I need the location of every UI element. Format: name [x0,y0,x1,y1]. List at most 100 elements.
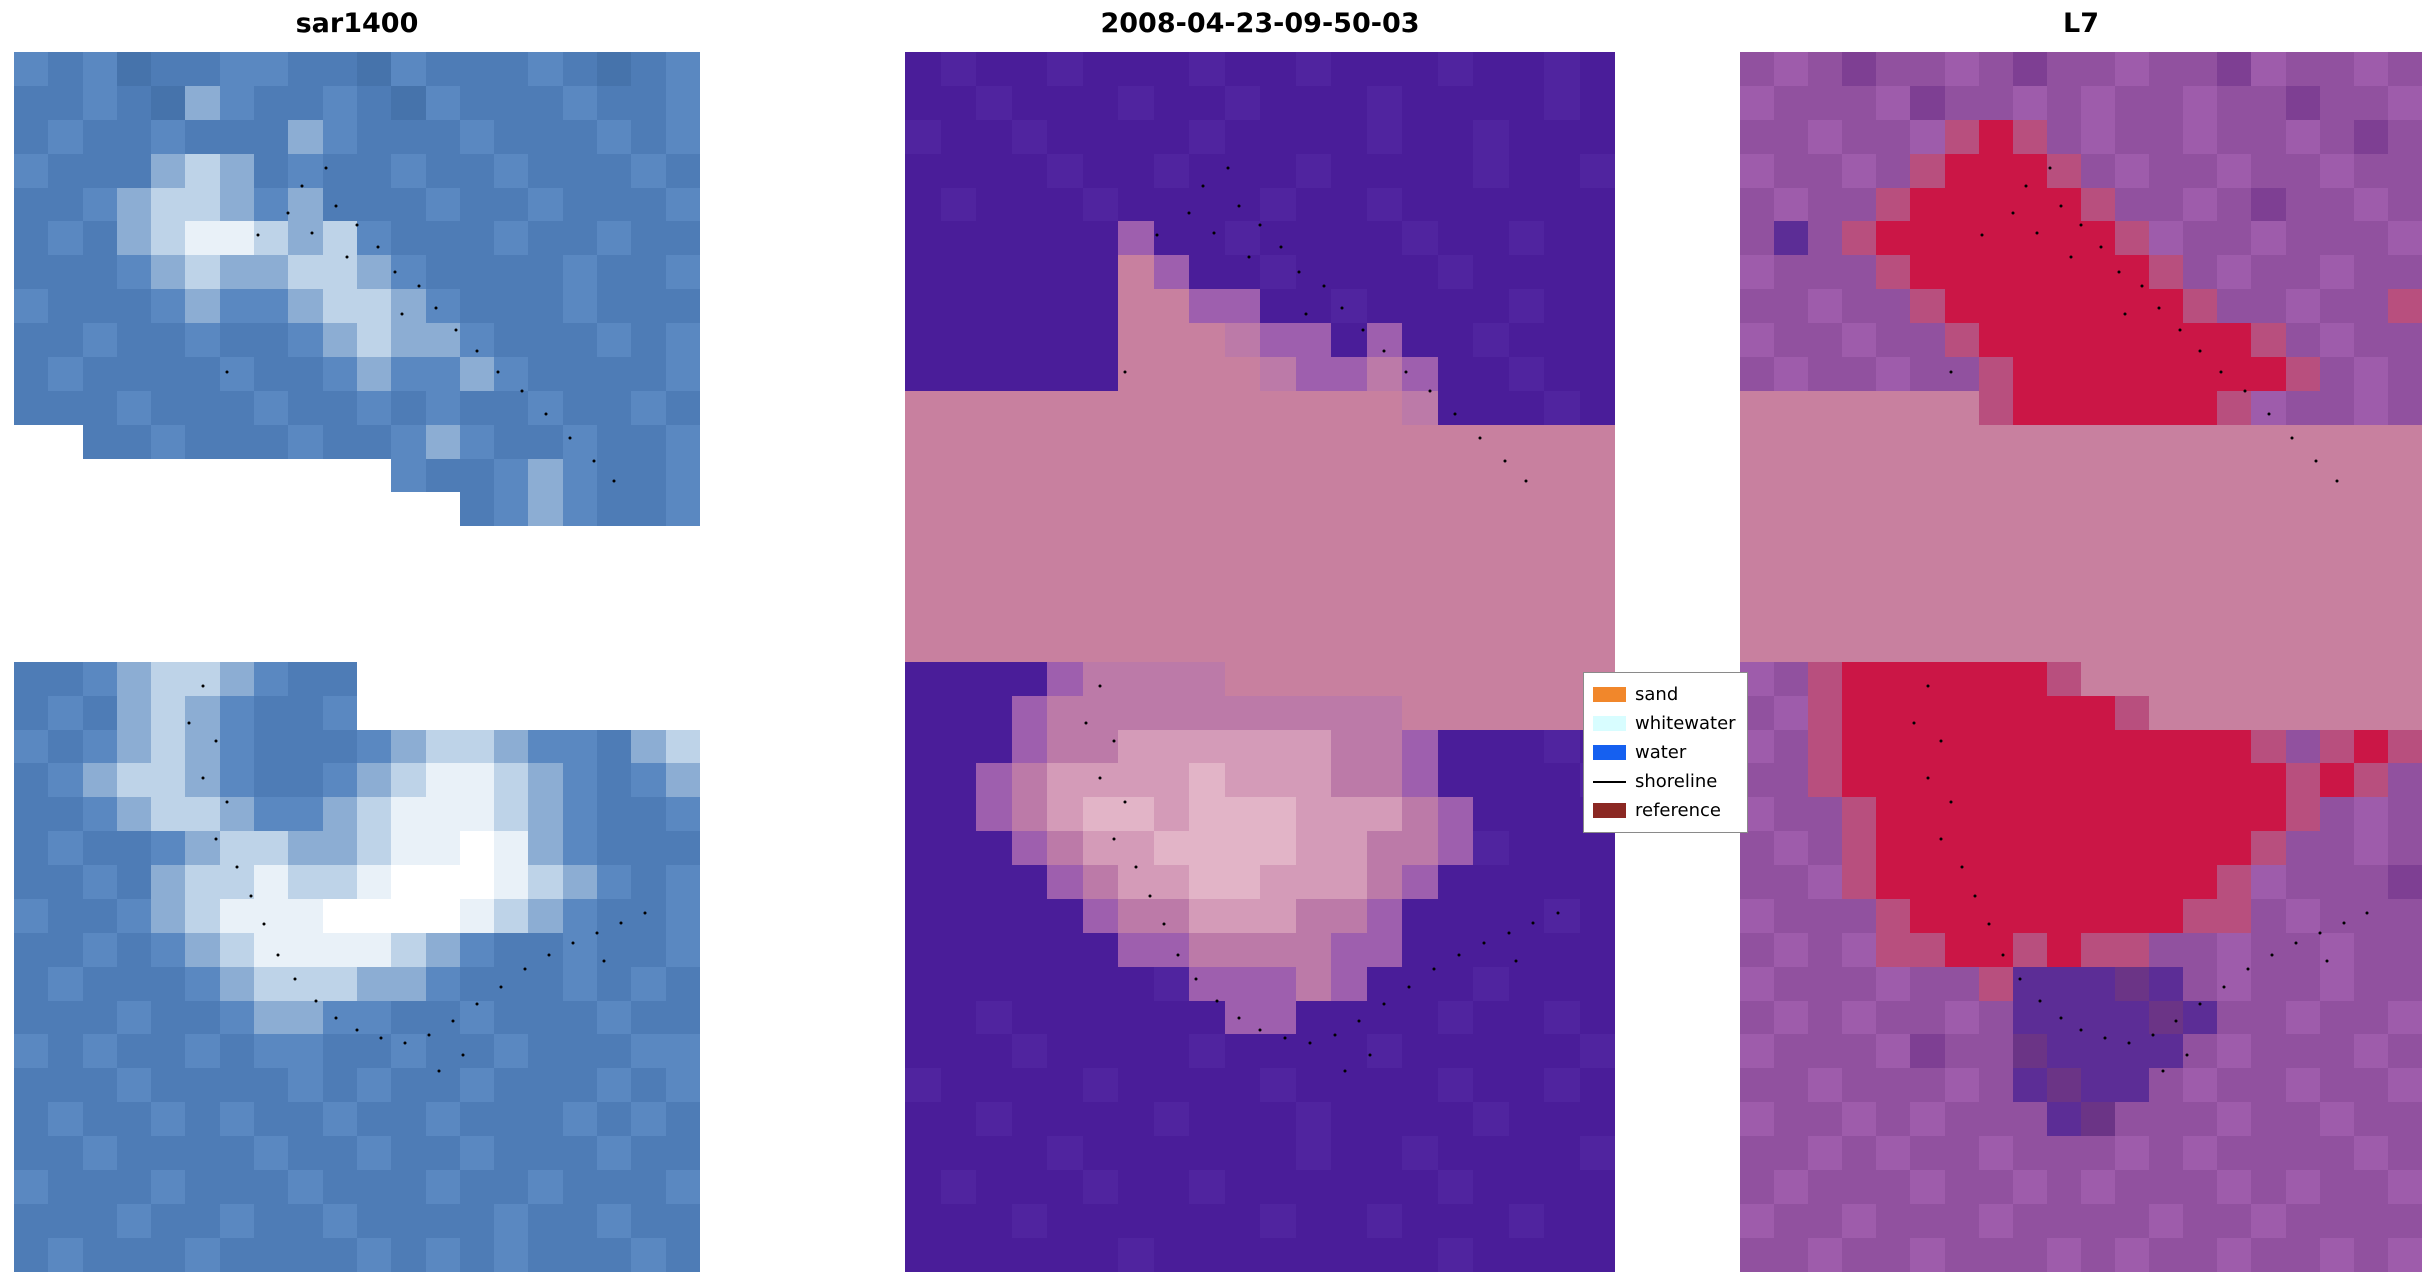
shoreline-dot [1333,1033,1337,1037]
pixel-cell [494,458,529,493]
pixel-cell [2080,1136,2116,1170]
pixel-cell [220,526,254,560]
pixel-cell [2046,526,2081,561]
pixel-cell [1944,966,1979,1001]
shoreline-dot [1258,223,1262,227]
pixel-cell [1944,458,1979,493]
pixel-cell [1189,1169,1225,1204]
pixel-cell [426,560,460,594]
pixel-cell [562,221,598,256]
pixel-cell [2217,85,2252,120]
pixel-cell [1011,763,1047,798]
pixel-cell [254,661,289,696]
pixel-cell [1808,85,1843,120]
shoreline-dot [1949,800,1953,804]
pixel-cell [288,1000,323,1035]
pixel-cell [2080,458,2116,493]
pixel-cell [1118,492,1154,527]
pixel-cell [2353,1102,2388,1136]
pixel-cell [2183,729,2218,764]
pixel-row [1740,898,2422,933]
pixel-cell [48,289,83,323]
pixel-cell [597,729,632,764]
pixel-cell [976,356,1012,391]
pixel-cell [1579,932,1615,967]
pixel-cell [2149,865,2184,899]
pixel-cell [185,221,220,256]
pixel-cell [116,187,152,222]
pixel-cell [459,1000,495,1035]
pixel-cell [940,831,976,865]
pixel-cell [631,289,666,323]
pixel-cell [391,1068,426,1103]
pixel-cell [14,695,49,730]
pixel-cell [185,966,220,1001]
pixel-cell [1473,865,1509,899]
pixel-cell [82,52,117,86]
pixel-cell [2217,1068,2252,1103]
pixel-cell [1118,763,1154,798]
pixel-cell [1295,865,1331,899]
pixel-cell [459,1169,495,1204]
pixel-cell [2115,1102,2150,1136]
pixel-cell [1910,729,1945,764]
pixel-cell [391,85,426,120]
pixel-cell [905,932,941,967]
pixel-cell [1331,289,1367,323]
pixel-cell [940,932,976,967]
pixel-cell [2080,898,2116,933]
pixel-cell [1876,390,1911,425]
shoreline-dot [2140,284,2144,288]
pixel-cell [1579,966,1615,1001]
pixel-cell [357,628,391,662]
pixel-cell [460,560,494,594]
pixel-cell [905,356,941,391]
pixel-cell [2012,695,2047,730]
shoreline-dot [2174,1019,2178,1023]
pixel-cell [1978,323,2013,357]
pixel-cell [1366,1136,1402,1170]
pixel-cell [528,1203,563,1238]
pixel-cell [1944,594,1979,628]
pixel-cell [1366,865,1402,899]
pixel-row [1740,1136,2422,1170]
shoreline-dot [619,921,623,925]
pixel-cell [116,119,152,154]
pixel-cell [116,763,152,798]
pixel-cell [1473,85,1509,120]
shoreline-dot [2123,312,2127,316]
pixel-cell [1978,831,2013,865]
pixel-cell [1774,1237,1809,1272]
pixel-cell [1189,627,1225,662]
pixel-cell [1047,221,1083,256]
pixel-row [905,560,1615,594]
shoreline-dot [568,436,572,440]
pixel-cell [1579,289,1615,323]
pixel-cell [1842,1237,1877,1272]
pixel-cell [631,323,666,357]
pixel-cell [905,526,941,561]
pixel-cell [976,729,1012,764]
pixel-cell [151,1068,186,1103]
pixel-cell [219,898,255,933]
pixel-cell [2319,1237,2354,1272]
pixel-row [905,289,1615,323]
pixel-cell [1047,52,1083,86]
pixel-cell [185,695,220,730]
pixel-cell [14,661,49,696]
shoreline-dot [2161,1069,2165,1073]
pixel-cell [1842,390,1877,425]
shoreline-dot [2001,953,2005,957]
pixel-cell [1910,85,1945,120]
pixel-cell [631,865,666,899]
pixel-cell [1579,898,1615,933]
pixel-cell [219,763,255,798]
pixel-cell [494,729,529,764]
pixel-cell [426,628,460,662]
pixel-cell [1402,356,1438,391]
pixel-cell [1808,187,1843,222]
pixel-row [1740,627,2422,662]
pixel-cell [1774,424,1809,459]
pixel-cell [1508,221,1544,256]
